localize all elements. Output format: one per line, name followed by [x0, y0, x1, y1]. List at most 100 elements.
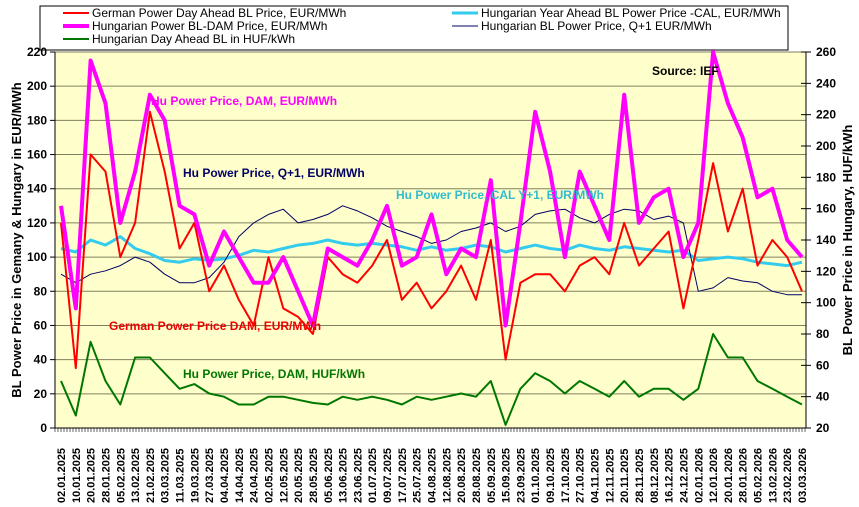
x-tick-label: 24.04.2025: [249, 448, 261, 503]
x-tick-label: 27.03.2025: [204, 448, 216, 503]
y-tick-label-right: 100: [816, 296, 836, 310]
x-tick-label: 12.08.2025: [441, 448, 453, 503]
annotation-hu-dam-huf: Hu Power Price, DAM, HUF/kWh: [183, 367, 365, 381]
x-tick-label: 14.04.2025: [234, 448, 246, 503]
x-tick-label: 03.03.2025: [160, 448, 172, 503]
x-tick-label: 28.01.2026: [738, 448, 750, 503]
x-tick-label: 05.06.2025: [323, 448, 335, 503]
y-tick-label-left: 180: [27, 113, 47, 127]
x-tick-label: 08.12.2025: [649, 448, 661, 503]
plot-area: [55, 52, 806, 428]
y-tick-label-right: 200: [816, 139, 836, 153]
y-tick-label-right: 140: [816, 233, 836, 247]
x-tick-label: 28.11.2025: [634, 449, 646, 503]
x-tick-label: 20.01.2026: [723, 448, 735, 503]
x-tick-label: 13.02.2026: [767, 448, 779, 503]
x-tick-label: 05.02.2025: [115, 448, 127, 503]
x-tick-label: 03.03.2026: [797, 448, 809, 503]
x-tick-label: 28.05.2025: [308, 448, 320, 503]
x-tick-label: 12.01.2026: [708, 448, 720, 503]
legend-label: Hungarian BL Power Price, Q+1 EUR/MWh: [481, 19, 712, 33]
y-ticks-left: 0 20 40 60 80 100 120 140 160 180 200 220: [27, 45, 55, 435]
x-tick-label: 13.02.2025: [130, 448, 142, 503]
x-tick-label: 11.03.2025: [175, 449, 187, 503]
x-ticks: 02.01.2025 10.01.2025 20.01.2025 28.01.2025…: [56, 448, 809, 503]
series-line-4: [60, 205, 802, 296]
x-tick-label: 15.09.2025: [501, 448, 513, 503]
x-tick-label: 04.11.2025: [590, 449, 602, 503]
y-tick-label-left: 40: [34, 353, 48, 367]
series-line-2: [60, 333, 803, 426]
x-tick-label: 01.07.2025: [367, 448, 379, 503]
x-tick-label: 28.01.2025: [100, 448, 112, 503]
y-tick-label-right: 180: [816, 170, 836, 184]
x-tick-label: 12.05.2025: [278, 448, 290, 503]
series-line-0: [60, 110, 803, 370]
x-tick-label: 09.07.2025: [382, 448, 394, 503]
y-tick-label-left: 100: [27, 250, 47, 264]
x-tick-label: 19.03.2025: [189, 448, 201, 503]
series-line-1: [59, 50, 804, 328]
x-tick-label: 16.12.2025: [664, 448, 676, 503]
x-tick-label: 04.08.2025: [427, 448, 439, 503]
y-tick-label-left: 120: [27, 216, 47, 230]
x-tick-label: 05.02.2026: [753, 448, 765, 503]
y-ticks-right: 20 40 60 80 100 120 140 160 180 200 220 240 260: [801, 45, 836, 435]
y-axis-label-right: BL Power Price in Hungary, HUF/kWh: [840, 125, 855, 356]
annotation-hu-q1: Hu Power Price, Q+1, EUR/MWh: [183, 166, 365, 180]
x-tick-label: 20.01.2025: [86, 448, 98, 503]
legend-label: Hungarian Year Ahead BL Power Price -CAL…: [481, 6, 781, 20]
y-tick-label-right: 160: [816, 202, 836, 216]
y-tick-label-right: 80: [816, 327, 830, 341]
legend-label: German Power Day Ahead BL Price, EUR/MWh: [92, 6, 346, 20]
y-axis-label-left: BL Power Price in Gemany & Hungary in EU…: [9, 82, 24, 397]
x-tick-label: 27.10.2025: [575, 448, 587, 503]
x-tick-label: 02.01.2026: [693, 448, 705, 503]
legend-label: Hungarian Power BL-DAM Price, EUR/MWh: [92, 19, 327, 33]
y-tick-label-left: 60: [34, 318, 48, 332]
x-tick-label: 12.11.2025: [604, 449, 616, 503]
x-tick-label: 09.10.2025: [545, 448, 557, 503]
x-tick-label: 20.08.2025: [456, 448, 468, 503]
x-tick-label: 28.08.2025: [471, 448, 483, 503]
x-tick-label: 23.02.2026: [782, 448, 794, 503]
x-tick-label: 05.09.2025: [486, 448, 498, 503]
y-tick-label-right: 260: [816, 45, 836, 59]
y-tick-label-right: 60: [816, 358, 830, 372]
x-tick-label: 20.05.2025: [293, 448, 305, 503]
x-tick-label: 23.06.2025: [352, 448, 364, 503]
x-tick-label: 17.10.2025: [560, 448, 572, 503]
y-tick-label-left: 220: [27, 45, 47, 59]
y-tick-label-right: 40: [816, 390, 830, 404]
y-tick-label-left: 160: [27, 148, 47, 162]
series-group: [59, 50, 804, 426]
x-tick-label: 24.12.2025: [678, 448, 690, 503]
x-tick-label: 02.05.2025: [263, 448, 275, 503]
series-line-3: [60, 235, 803, 268]
annotation-german-dam: German Power Price DAM, EUR/MWh: [109, 319, 321, 333]
annotation-hu-cal: Hu Power Price, CAL Y+1, EUR/MWh: [396, 188, 604, 202]
y-tick-label-left: 140: [27, 182, 47, 196]
y-tick-label-left: 20: [34, 387, 48, 401]
y-tick-label-left: 80: [34, 284, 48, 298]
legend-box: [39, 5, 789, 51]
y-tick-label-right: 20: [816, 421, 830, 435]
x-tick-label: 21.02.2025: [145, 448, 157, 503]
legend: German Power Day Ahead BL Price, EUR/MWh…: [63, 6, 781, 46]
x-tick-label: 04.04.2025: [219, 448, 231, 503]
x-tick-label: 02.01.2025: [56, 448, 68, 503]
x-tick-label: 10.01.2025: [71, 448, 83, 503]
annotation-hu-dam-eur: Hu Power Price, DAM, EUR/MWh: [151, 94, 337, 108]
x-tick-label: 01.10.2025: [530, 448, 542, 503]
legend-label: Hungarian Day Ahead BL in HUF/kWh: [92, 32, 295, 46]
x-tick-label: 13.06.2025: [338, 448, 350, 503]
x-tick-label: 17.07.2025: [397, 448, 409, 503]
source-label: Source: IEF: [652, 64, 719, 78]
y-tick-label-right: 120: [816, 264, 836, 278]
x-tick-label: 20.11.2025: [619, 449, 631, 503]
y-tick-label-left: 200: [27, 79, 47, 93]
y-tick-label-right: 240: [816, 76, 836, 90]
x-tick-label: 23.09.2025: [515, 448, 527, 503]
y-tick-label-left: 0: [40, 421, 47, 435]
